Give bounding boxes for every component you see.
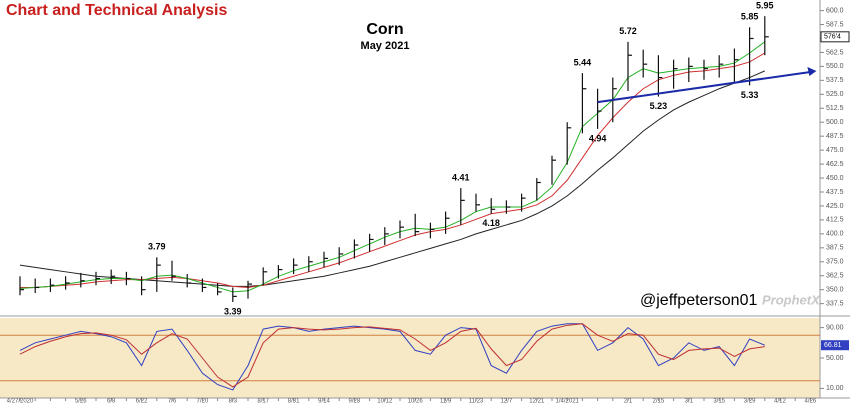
x-tick-label: 5/26	[75, 399, 87, 404]
logo: ProphetX	[762, 292, 821, 307]
annotation: 3.39	[224, 306, 242, 316]
last-value-box	[821, 340, 849, 351]
x-tick-label: 2/1	[624, 399, 633, 404]
chart-title: Corn	[366, 21, 403, 38]
x-tick-label: 8/17	[257, 399, 269, 404]
y-tick-label: 337.5	[826, 300, 844, 307]
trendline	[597, 70, 811, 104]
stochastic-line	[19, 323, 765, 388]
x-tick-label: 9/28	[349, 399, 361, 404]
x-tick-label: 3/1	[685, 399, 694, 404]
y-tick-label: 462.5	[826, 161, 844, 168]
y-tick-label: 525.0	[826, 91, 844, 98]
x-tick-label: 10/12	[377, 399, 393, 404]
annotation: 4.94	[589, 133, 607, 143]
page-title: Chart and Technical Analysis	[6, 2, 228, 19]
x-tick-label: 11/23	[469, 399, 484, 404]
y-tick-label: 10.00	[826, 385, 844, 392]
x-tick-label: 4/12	[774, 399, 786, 404]
y-tick-label: 412.5	[826, 217, 844, 224]
x-tick-label: 8/31	[288, 399, 300, 404]
annotation: 5.72	[619, 26, 637, 36]
annotation: 4.41	[452, 172, 470, 182]
annotation: 5.23	[650, 101, 668, 111]
y-tick-label: 562.5	[826, 49, 844, 56]
last-price-box	[820, 31, 850, 43]
x-tick-label: 7/20	[197, 399, 209, 404]
y-tick-label: 550.0	[826, 63, 844, 70]
x-tick-label: 8/3	[229, 399, 238, 404]
x-tick-label: 6/8	[107, 399, 116, 404]
y-tick-label: 475.0	[826, 147, 844, 154]
x-tick-label: 9/14	[318, 399, 330, 404]
indicator-panel	[0, 318, 820, 398]
y-tick-label: 400.0	[826, 231, 844, 238]
y-tick-label: 500.0	[826, 119, 844, 126]
y-tick-label: 375.0	[826, 259, 844, 266]
annotation: 5.85	[741, 12, 759, 22]
last-value-label: 66.81	[824, 342, 842, 349]
y-tick-label: 425.0	[826, 203, 844, 210]
y-tick-label: 90.00	[826, 324, 844, 331]
moving-average	[19, 41, 766, 293]
annotation: 5.95	[756, 1, 774, 11]
annotation: 4.18	[482, 218, 500, 228]
x-tick-label: 4/26	[805, 399, 817, 404]
x-tick-label: 11/9	[440, 399, 452, 404]
y-tick-label: 487.5	[826, 133, 844, 140]
x-tick-label: 12/7	[501, 399, 513, 404]
annotation: 5.33	[741, 90, 759, 100]
y-tick-label: 350.0	[826, 287, 844, 294]
x-tick-label: 3/15	[713, 399, 725, 404]
y-tick-label: 362.5	[826, 273, 844, 280]
x-tick-label: 4/27/2020	[7, 399, 34, 404]
x-tick-label: 3/29	[744, 399, 756, 404]
moving-average	[20, 52, 766, 288]
y-tick-label: 600.0	[826, 7, 844, 14]
y-tick-label: 587.5	[826, 21, 844, 28]
annotation: 5.44	[574, 57, 592, 67]
y-tick-label: 437.5	[826, 189, 844, 196]
x-tick-label: 10/26	[408, 399, 424, 404]
x-tick-label: 1/4/2021	[556, 399, 580, 404]
x-tick-label: 7/6	[168, 399, 177, 404]
stochastic-line	[19, 323, 765, 391]
annotation: 3.79	[148, 242, 166, 252]
x-tick-label: 2/15	[653, 399, 665, 404]
chart-subtitle: May 2021	[361, 40, 410, 52]
x-tick-label: 6/22	[136, 399, 148, 404]
trendline-arrow	[807, 66, 817, 76]
y-tick-label: 537.5	[826, 77, 844, 84]
y-tick-label: 387.5	[826, 245, 844, 252]
x-tick-label: 12/21	[529, 399, 545, 404]
y-tick-label: 50.00	[826, 355, 844, 362]
last-price-label: 576'4	[824, 34, 841, 41]
y-tick-label: 450.0	[826, 175, 844, 182]
watermark: @jeffpeterson01	[640, 292, 757, 309]
y-tick-label: 512.5	[826, 105, 844, 112]
